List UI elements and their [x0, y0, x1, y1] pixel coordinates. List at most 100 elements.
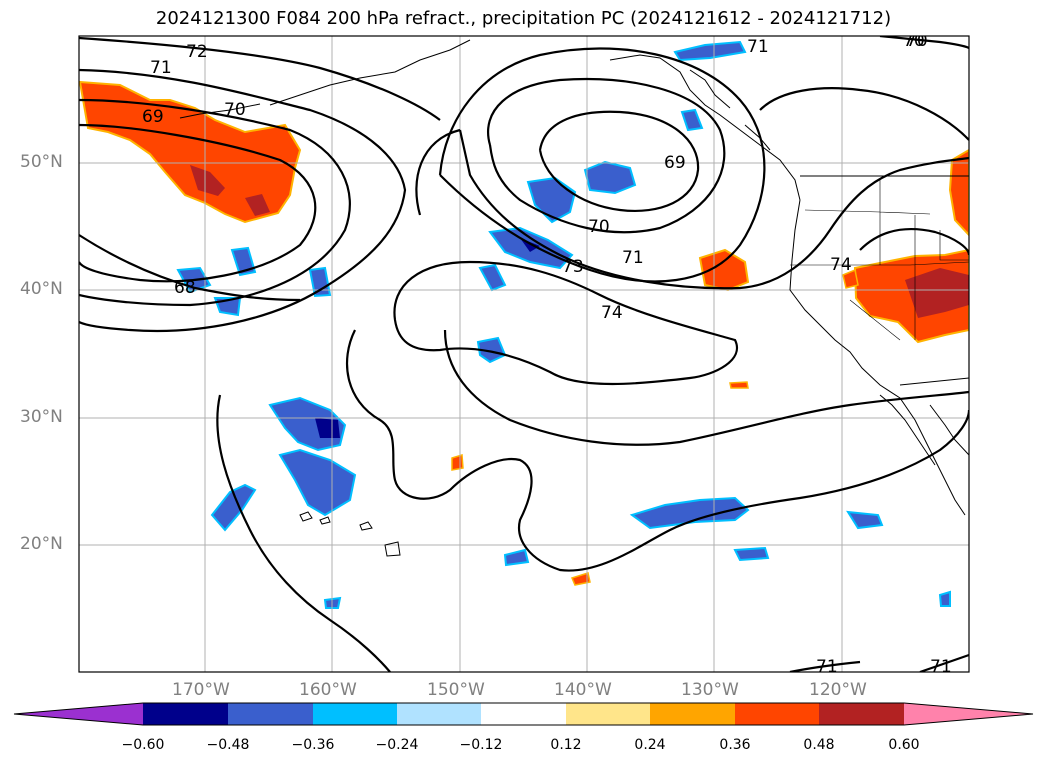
- contour-74-east: [759, 87, 969, 256]
- colorbar-tick-label: 0.48: [803, 737, 835, 753]
- precip-spot-2: [570, 572, 591, 586]
- contour-label: 71: [816, 657, 838, 677]
- coastline-hawaii-3: [359, 521, 373, 531]
- contour-label: 74: [830, 255, 852, 275]
- neg-area-mid-1: [476, 336, 507, 364]
- colorbar-tick-label: 0.60: [888, 737, 920, 753]
- map-title: 2024121300 F084 200 hPa refract., precip…: [155, 8, 892, 29]
- contour-inner-south: [443, 329, 969, 446]
- coastline-mainland-mexico: [929, 404, 969, 456]
- precip-spot-4: [842, 268, 859, 289]
- neg-area-north-2: [680, 108, 704, 132]
- lat-label: 50°N: [20, 152, 63, 172]
- colorbar-bin: [735, 703, 819, 725]
- precip-positive-areas: [79, 80, 969, 586]
- contour-label: 71: [622, 248, 644, 268]
- contour-labels: 72 71 70 69 68 70 69 70 71 73 74 74 71 7…: [142, 31, 952, 677]
- contour-label: 69: [664, 153, 686, 173]
- contour-label: 72: [186, 42, 208, 62]
- precip-core-west-coast: [905, 268, 969, 318]
- neg-area-south-1: [503, 548, 530, 567]
- neg-area-gulf-2: [583, 160, 637, 195]
- contour-label: 74: [601, 303, 623, 323]
- lat-label: 30°N: [20, 407, 63, 427]
- coastline-gulf-alaska: [609, 54, 801, 201]
- colorbar-bin: [566, 703, 650, 725]
- neg-area-south-4: [938, 590, 951, 607]
- contour-label: 70: [224, 100, 246, 120]
- colorbar-bin: [819, 703, 904, 725]
- coastline-alaska-south: [269, 39, 471, 106]
- colorbar-tick-label: 0.12: [550, 737, 582, 753]
- lon-label: 170°W: [172, 680, 230, 700]
- precip-spot-1: [451, 454, 464, 471]
- neg-area-w-4: [308, 266, 332, 298]
- contour-73: [415, 128, 969, 290]
- precip-area-north-pacific: [79, 80, 302, 224]
- contour-outer-south: [345, 329, 969, 572]
- coastline-aleutians: [179, 103, 261, 119]
- contour-label: 71: [930, 657, 952, 677]
- colorbar-tick-label: −0.48: [206, 737, 250, 753]
- contour-68-west: [79, 234, 301, 302]
- colorbar-tick-label: 0.24: [634, 737, 666, 753]
- coastline-hawaii-1: [299, 511, 313, 522]
- lon-label: 130°W: [681, 680, 739, 700]
- neg-area-hawaii-2: [278, 448, 357, 517]
- contour-label: 70: [903, 31, 925, 51]
- contour-69-west: [79, 123, 317, 283]
- colorbar-tick-label: 0.36: [719, 737, 751, 753]
- neg-area-north-1: [673, 40, 747, 62]
- precip-area-pnw: [948, 148, 969, 237]
- neg-area-tropics-2: [733, 546, 770, 562]
- neg-area-mid-2: [478, 263, 507, 292]
- precip-spot-3: [729, 381, 749, 389]
- plot-frame: [78, 35, 970, 673]
- colorbar-bin: [228, 703, 313, 725]
- contour-label: 73: [562, 257, 584, 277]
- neg-core-hawaii-1: [315, 418, 340, 438]
- colorbar-tick-label: −0.60: [121, 737, 165, 753]
- border-state-1: [790, 180, 969, 341]
- refractivity-contours: [79, 36, 969, 672]
- colorbar-bin: [481, 703, 566, 725]
- precip-area-offshore: [698, 248, 750, 292]
- border-us-mexico: [899, 377, 969, 386]
- contour-label: 70: [906, 31, 928, 51]
- colorbar-tick-label: −0.24: [375, 737, 419, 753]
- colorbar-bin: [650, 703, 735, 725]
- contour-74: [393, 260, 738, 386]
- contour-71-east: [438, 47, 766, 283]
- neg-area-tropics-3: [846, 510, 884, 530]
- precip-core-north-pacific-2: [245, 194, 270, 216]
- coastlines: [179, 39, 969, 557]
- lat-label: 40°N: [20, 279, 63, 299]
- contour-71-west: [79, 68, 407, 333]
- coastline-baja: [879, 394, 936, 466]
- contour-72: [79, 36, 441, 121]
- contour-label: 70: [588, 217, 610, 237]
- contour-label: 68: [174, 278, 196, 298]
- lon-label: 120°W: [809, 680, 867, 700]
- precip-core-north-pacific: [190, 165, 225, 196]
- contour-label: 71: [747, 37, 769, 57]
- coastline-hawaii-2: [319, 516, 331, 525]
- colorbar-extend-min: [14, 703, 143, 725]
- contour-far-south: [216, 394, 391, 672]
- colorbar-extend-max: [904, 703, 1033, 725]
- colorbar-bin: [313, 703, 397, 725]
- neg-area-south-2: [210, 483, 257, 532]
- contour-69-east: [538, 110, 700, 212]
- neg-area-tropics-1: [629, 496, 750, 530]
- colorbar-tick-label: −0.36: [291, 737, 335, 753]
- colorbar-outline: [13, 702, 1034, 726]
- colorbar-bin: [397, 703, 481, 725]
- colorbar-tick-label: −0.12: [459, 737, 503, 753]
- contour-70-east: [487, 77, 726, 234]
- coastline-us-west: [789, 199, 966, 516]
- coastline-hawaii-4: [384, 541, 401, 557]
- colorbar: [13, 702, 1034, 726]
- lat-label: 20°N: [20, 534, 63, 554]
- contour-70-west: [79, 98, 351, 307]
